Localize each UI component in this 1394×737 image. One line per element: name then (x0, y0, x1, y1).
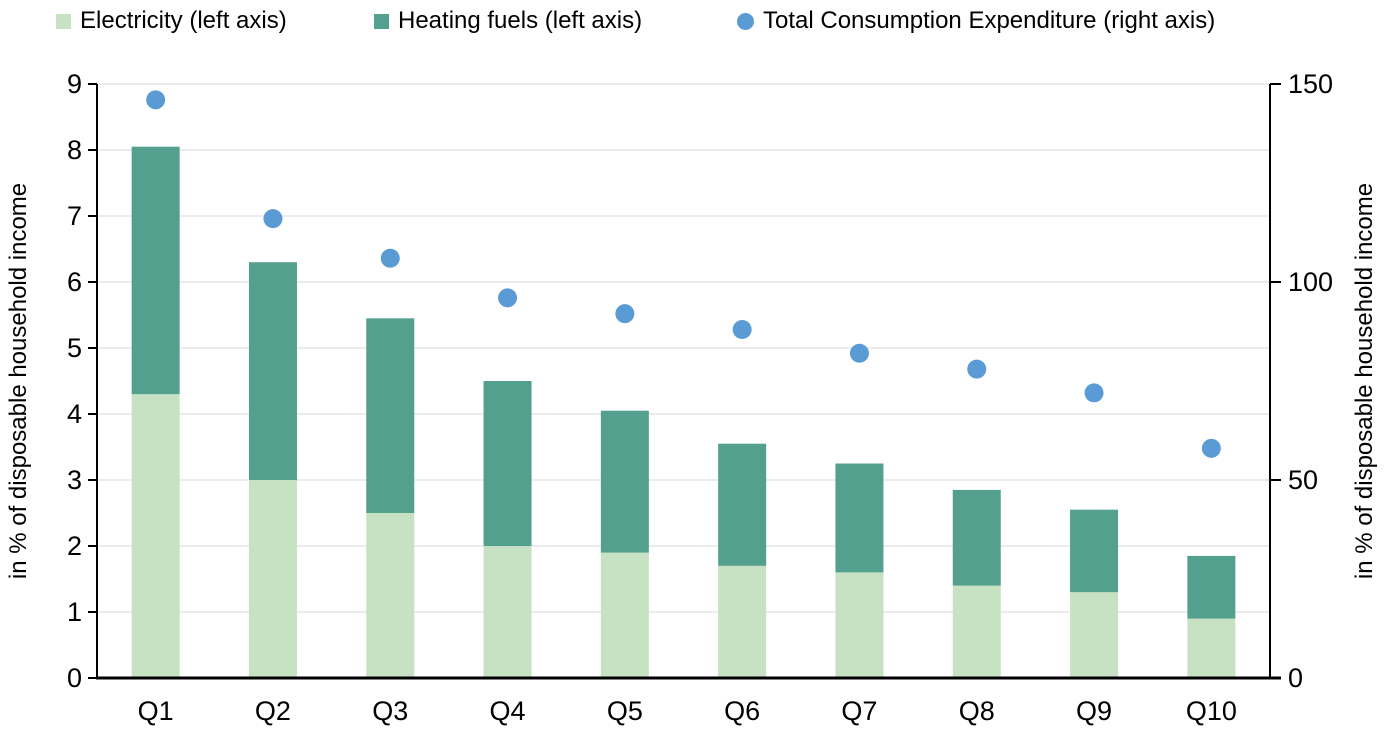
total-consumption-point-Q2 (263, 209, 283, 229)
x-axis-label-Q3: Q3 (372, 696, 408, 726)
legend: Electricity (left axis) Heating fuels (l… (0, 0, 1394, 44)
electricity-bar-Q7 (835, 572, 884, 678)
left-axis-tick-label: 8 (67, 135, 82, 165)
left-axis-tick-label: 3 (67, 465, 82, 495)
total-consumption-point-Q3 (380, 248, 400, 268)
heating-fuels-bar-Q8 (952, 489, 1001, 586)
x-axis-label-Q9: Q9 (1076, 696, 1112, 726)
left-axis-tick-label: 2 (67, 531, 82, 561)
legend-item-heating-fuels: Heating fuels (left axis) (374, 7, 642, 35)
legend-label-heating-fuels: Heating fuels (left axis) (398, 7, 643, 34)
right-axis-tick-label: 0 (1288, 663, 1303, 693)
electricity-swatch-icon (56, 13, 71, 29)
x-axis-label-Q7: Q7 (841, 696, 877, 726)
total-consumption-point-Q1 (146, 90, 166, 110)
heating-fuels-bar-Q3 (366, 318, 415, 513)
heating-fuels-bar-Q10 (1187, 555, 1236, 619)
heating-fuels-bar-Q1 (131, 146, 180, 395)
total-consumption-point-Q6 (732, 320, 752, 340)
total-consumption-point-Q8 (967, 359, 987, 379)
heating-fuels-bar-Q4 (483, 381, 532, 546)
left-axis-tick-label: 9 (67, 69, 82, 99)
right-axis-tick-label: 100 (1288, 267, 1333, 297)
total-consumption-point-Q9 (1084, 383, 1104, 403)
heating-fuels-bar-Q9 (1070, 509, 1119, 593)
total-consumption-marker-icon (737, 12, 754, 30)
electricity-bar-Q3 (366, 513, 415, 678)
heating-fuels-bar-Q6 (718, 443, 767, 566)
x-axis-label-Q6: Q6 (724, 696, 760, 726)
left-axis-tick-label: 4 (67, 399, 82, 429)
electricity-bar-Q5 (600, 552, 649, 678)
electricity-bar-Q8 (952, 585, 1001, 678)
x-axis-label-Q2: Q2 (255, 696, 291, 726)
total-consumption-point-Q5 (615, 304, 635, 324)
x-axis-label-Q1: Q1 (138, 696, 174, 726)
heating-fuels-bar-Q5 (600, 410, 649, 553)
left-axis-title: in % of disposable household income (5, 183, 32, 579)
heating-fuels-bar-Q2 (248, 262, 297, 480)
x-axis-label-Q5: Q5 (607, 696, 643, 726)
legend-item-total-consumption: Total Consumption Expenditure (right axi… (737, 7, 1215, 35)
total-consumption-point-Q4 (498, 288, 518, 308)
electricity-bar-Q1 (131, 394, 180, 678)
left-axis-tick-label: 0 (67, 663, 82, 693)
left-axis-tick-label: 6 (67, 267, 82, 297)
legend-item-electricity: Electricity (left axis) (56, 7, 287, 35)
x-axis-label-Q10: Q10 (1186, 696, 1237, 726)
right-axis-tick-label: 50 (1288, 465, 1318, 495)
electricity-bar-Q2 (248, 480, 297, 678)
x-axis-label-Q8: Q8 (959, 696, 995, 726)
heating-fuels-swatch-icon (374, 13, 389, 29)
legend-label-total-consumption: Total Consumption Expenditure (right axi… (763, 7, 1216, 34)
electricity-bar-Q9 (1070, 592, 1119, 678)
electricity-bar-Q4 (483, 546, 532, 678)
electricity-bar-Q6 (718, 565, 767, 678)
electricity-bar-Q10 (1187, 618, 1236, 678)
x-axis-label-Q4: Q4 (490, 696, 526, 726)
left-axis-tick-label: 7 (67, 201, 82, 231)
right-axis-tick-label: 150 (1288, 69, 1333, 99)
left-axis-tick-label: 1 (67, 597, 82, 627)
heating-fuels-bar-Q7 (835, 463, 884, 573)
total-consumption-point-Q10 (1201, 438, 1221, 458)
left-axis-tick-label: 5 (67, 333, 82, 363)
right-axis-title: in % of disposable household income (1351, 183, 1378, 579)
total-consumption-point-Q7 (849, 343, 869, 363)
legend-label-electricity: Electricity (left axis) (80, 7, 287, 34)
